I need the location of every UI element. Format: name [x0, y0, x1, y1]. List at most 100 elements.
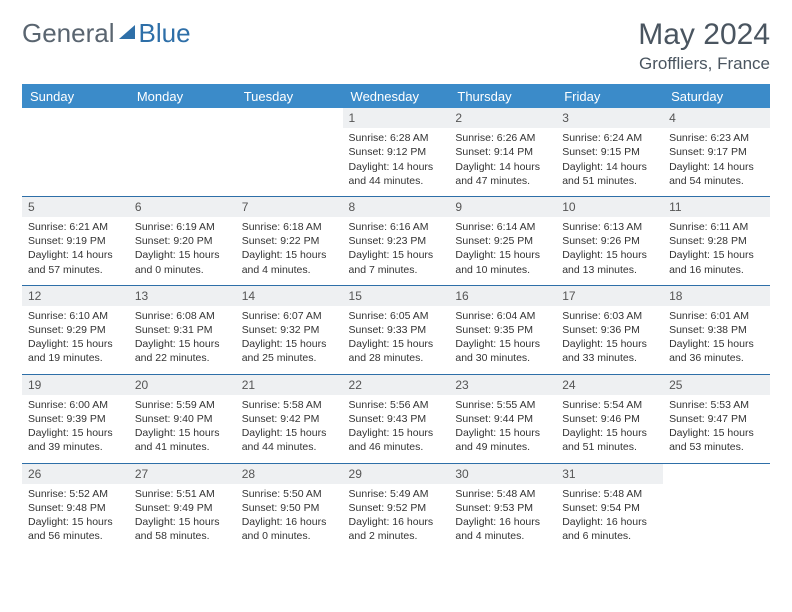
calendar-day-cell: 23Sunrise: 5:55 AMSunset: 9:44 PMDayligh… — [449, 374, 556, 463]
day-details: Sunrise: 6:03 AMSunset: 9:36 PMDaylight:… — [562, 309, 657, 366]
day-number: 23 — [449, 375, 556, 395]
day-details: Sunrise: 5:48 AMSunset: 9:54 PMDaylight:… — [562, 487, 657, 544]
day-number: 24 — [556, 375, 663, 395]
calendar-day-cell: 8Sunrise: 6:16 AMSunset: 9:23 PMDaylight… — [343, 196, 450, 285]
brand-part2: Blue — [139, 18, 191, 49]
calendar-day-cell: 22 Sunrise: 5:56 AMSunset: 9:43 PMDayligh… — [343, 374, 450, 463]
calendar-day-cell: . — [663, 463, 770, 551]
calendar-day-cell: 20 Sunrise: 5:59 AMSunset: 9:40 PMDayligh… — [129, 374, 236, 463]
calendar-day-cell: 9 Sunrise: 6:14 AMSunset: 9:25 PMDaylight… — [449, 196, 556, 285]
day-number: 21 — [236, 375, 343, 395]
weekday-header: Thursday — [449, 85, 556, 109]
day-number: 26 — [22, 464, 129, 484]
calendar-body: ...1Sunrise: 6:28 AMSunset: 9:12 PMDayli… — [22, 108, 770, 551]
day-details: Sunrise: 6:28 AMSunset: 9:12 PMDaylight:… — [349, 131, 444, 188]
day-number: 10 — [556, 197, 663, 217]
calendar-day-cell: 21Sunrise: 5:58 AMSunset: 9:42 PMDayligh… — [236, 374, 343, 463]
day-number: 18 — [663, 286, 770, 306]
day-details: Sunrise: 6:13 AMSunset: 9:26 PMDaylight:… — [562, 220, 657, 277]
day-details: Sunrise: 6:07 AMSunset: 9:32 PMDaylight:… — [242, 309, 337, 366]
day-details: Sunrise: 6:08 AMSunset: 9:31 PMDaylight:… — [135, 309, 230, 366]
day-number: 31 — [556, 464, 663, 484]
day-number: 2 — [449, 108, 556, 128]
day-details: Sunrise: 6:18 AMSunset: 9:22 PMDaylight:… — [242, 220, 337, 277]
calendar-week-row: 12Sunrise: 6:10 AMSunset: 9:29 PMDayligh… — [22, 285, 770, 374]
day-details: Sunrise: 5:56 AMSunset: 9:43 PMDaylight:… — [349, 398, 444, 455]
calendar-day-cell: 15 Sunrise: 6:05 AMSunset: 9:33 PMDayligh… — [343, 285, 450, 374]
day-number: 4 — [663, 108, 770, 128]
calendar-day-cell: 18 Sunrise: 6:01 AMSunset: 9:38 PMDayligh… — [663, 285, 770, 374]
calendar-day-cell: 4 Sunrise: 6:23 AMSunset: 9:17 PMDaylight… — [663, 108, 770, 196]
day-details: Sunrise: 6:26 AMSunset: 9:14 PMDaylight:… — [455, 131, 550, 188]
day-details: Sunrise: 5:53 AMSunset: 9:47 PMDaylight:… — [669, 398, 764, 455]
day-number: 3 — [556, 108, 663, 128]
title-block: May 2024 Groffliers, France — [638, 18, 770, 74]
calendar-day-cell: 7 Sunrise: 6:18 AMSunset: 9:22 PMDaylight… — [236, 196, 343, 285]
calendar-day-cell: 26 Sunrise: 5:52 AMSunset: 9:48 PMDayligh… — [22, 463, 129, 551]
day-details: Sunrise: 6:23 AMSunset: 9:17 PMDaylight:… — [669, 131, 764, 188]
day-number: 27 — [129, 464, 236, 484]
calendar-week-row: 26 Sunrise: 5:52 AMSunset: 9:48 PMDayligh… — [22, 463, 770, 551]
day-details: Sunrise: 5:59 AMSunset: 9:40 PMDaylight:… — [135, 398, 230, 455]
brand-part1: General — [22, 18, 115, 49]
day-details: Sunrise: 6:24 AMSunset: 9:15 PMDaylight:… — [562, 131, 657, 188]
day-number: 28 — [236, 464, 343, 484]
calendar-day-cell: 17 Sunrise: 6:03 AMSunset: 9:36 PMDayligh… — [556, 285, 663, 374]
calendar-week-row: 5 Sunrise: 6:21 AMSunset: 9:19 PMDaylight… — [22, 196, 770, 285]
day-details: Sunrise: 6:21 AMSunset: 9:19 PMDaylight:… — [28, 220, 123, 277]
day-details: Sunrise: 5:49 AMSunset: 9:52 PMDaylight:… — [349, 487, 444, 544]
day-number: 9 — [449, 197, 556, 217]
brand-logo: General Blue — [22, 18, 191, 49]
day-details: Sunrise: 6:01 AMSunset: 9:38 PMDaylight:… — [669, 309, 764, 366]
day-number: 30 — [449, 464, 556, 484]
calendar-week-row: 19 Sunrise: 6:00 AMSunset: 9:39 PMDayligh… — [22, 374, 770, 463]
calendar-day-cell: 2 Sunrise: 6:26 AMSunset: 9:14 PMDaylight… — [449, 108, 556, 196]
weekday-header: Sunday — [22, 85, 129, 109]
calendar-table: SundayMondayTuesdayWednesdayThursdayFrid… — [22, 84, 770, 551]
calendar-day-cell: 11Sunrise: 6:11 AMSunset: 9:28 PMDayligh… — [663, 196, 770, 285]
day-details: Sunrise: 6:16 AMSunset: 9:23 PMDaylight:… — [349, 220, 444, 277]
weekday-header: Friday — [556, 85, 663, 109]
day-details: Sunrise: 6:00 AMSunset: 9:39 PMDaylight:… — [28, 398, 123, 455]
day-number: 20 — [129, 375, 236, 395]
calendar-day-cell: 16Sunrise: 6:04 AMSunset: 9:35 PMDayligh… — [449, 285, 556, 374]
calendar-day-cell: 1 Sunrise: 6:28 AMSunset: 9:12 PMDaylight… — [343, 108, 450, 196]
day-number: 13 — [129, 286, 236, 306]
day-details: Sunrise: 6:05 AMSunset: 9:33 PMDaylight:… — [349, 309, 444, 366]
sail-icon — [119, 25, 135, 39]
day-number: 7 — [236, 197, 343, 217]
calendar-day-cell: . — [22, 108, 129, 196]
calendar-day-cell: 28 Sunrise: 5:50 AMSunset: 9:50 PMDayligh… — [236, 463, 343, 551]
calendar-head: SundayMondayTuesdayWednesdayThursdayFrid… — [22, 85, 770, 109]
day-details: Sunrise: 5:52 AMSunset: 9:48 PMDaylight:… — [28, 487, 123, 544]
calendar-day-cell: . — [129, 108, 236, 196]
day-number: 1 — [343, 108, 450, 128]
day-details: Sunrise: 5:50 AMSunset: 9:50 PMDaylight:… — [242, 487, 337, 544]
calendar-day-cell: 13 Sunrise: 6:08 AMSunset: 9:31 PMDayligh… — [129, 285, 236, 374]
day-number: 17 — [556, 286, 663, 306]
day-number: 5 — [22, 197, 129, 217]
calendar-day-cell: 29 Sunrise: 5:49 AMSunset: 9:52 PMDayligh… — [343, 463, 450, 551]
day-number: 29 — [343, 464, 450, 484]
day-number: 25 — [663, 375, 770, 395]
calendar-day-cell: . — [236, 108, 343, 196]
day-details: Sunrise: 6:19 AMSunset: 9:20 PMDaylight:… — [135, 220, 230, 277]
day-number: 12 — [22, 286, 129, 306]
month-title: May 2024 — [638, 18, 770, 52]
day-details: Sunrise: 6:14 AMSunset: 9:25 PMDaylight:… — [455, 220, 550, 277]
calendar-day-cell: 6 Sunrise: 6:19 AMSunset: 9:20 PMDaylight… — [129, 196, 236, 285]
weekday-header: Tuesday — [236, 85, 343, 109]
calendar-day-cell: 19 Sunrise: 6:00 AMSunset: 9:39 PMDayligh… — [22, 374, 129, 463]
weekday-header: Monday — [129, 85, 236, 109]
day-number: 22 — [343, 375, 450, 395]
calendar-day-cell: 3 Sunrise: 6:24 AMSunset: 9:15 PMDaylight… — [556, 108, 663, 196]
day-number: 15 — [343, 286, 450, 306]
calendar-day-cell: 14Sunrise: 6:07 AMSunset: 9:32 PMDayligh… — [236, 285, 343, 374]
calendar-week-row: ...1Sunrise: 6:28 AMSunset: 9:12 PMDayli… — [22, 108, 770, 196]
day-details: Sunrise: 6:11 AMSunset: 9:28 PMDaylight:… — [669, 220, 764, 277]
day-number: 6 — [129, 197, 236, 217]
day-number: 19 — [22, 375, 129, 395]
page-header: General Blue May 2024 Groffliers, France — [22, 18, 770, 74]
location-label: Groffliers, France — [638, 54, 770, 74]
weekday-header: Saturday — [663, 85, 770, 109]
